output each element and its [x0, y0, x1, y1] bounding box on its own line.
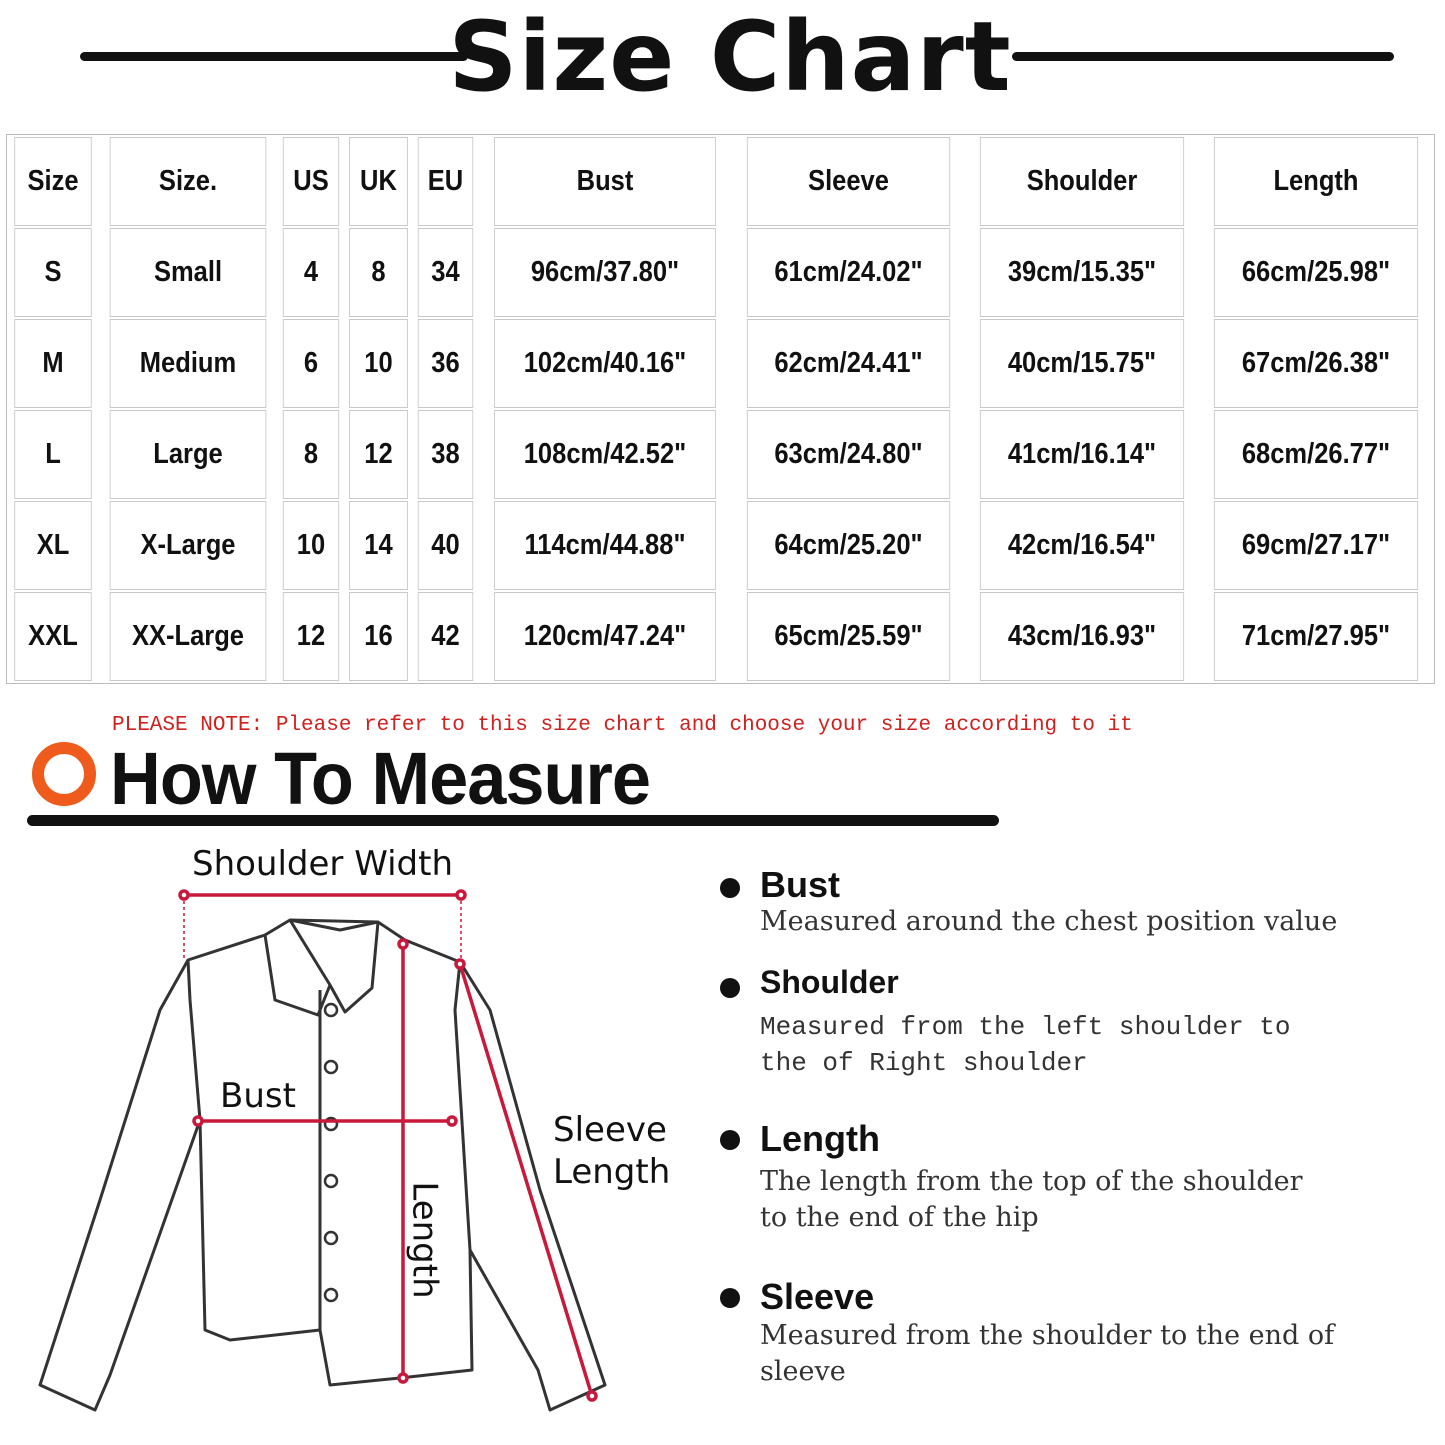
shoulder-width-label: Shoulder Width: [192, 844, 453, 884]
table-cell: 42: [417, 592, 474, 681]
section-rule: [27, 815, 999, 826]
table-cell: XL: [14, 501, 92, 590]
table-cell: 4: [282, 228, 340, 317]
table-cell: 10: [282, 501, 340, 590]
shirt-diagram: [38, 889, 607, 1412]
column-header: Size: [14, 137, 92, 226]
bullet-icon: [720, 1288, 740, 1308]
ring-bullet-icon: [32, 742, 96, 806]
table-cell: 120cm/47.24": [494, 592, 716, 681]
table-cell: 6: [282, 319, 340, 408]
column-header: Sleeve: [746, 137, 951, 226]
bullet-icon: [720, 878, 740, 898]
table-cell: L: [14, 410, 92, 499]
table-cell: 66cm/25.98": [1213, 228, 1419, 317]
table-cell: 62cm/24.41": [746, 319, 951, 408]
table-cell: 8: [349, 228, 408, 317]
table-cell: 114cm/44.88": [494, 501, 716, 590]
table-header-row: Size Size. US UK EU Bust Sleeve Shoulder Length: [9, 137, 1432, 226]
table-row: M Medium 6 10 36 102cm/40.16" 62cm/24.41" 40cm/…: [9, 319, 1432, 408]
sleeve-length-label: Length: [553, 1152, 671, 1192]
table-cell: 63cm/24.80": [746, 410, 951, 499]
please-note: PLEASE NOTE: Please refer to this size c…: [112, 714, 1133, 737]
measure-desc: The length from the top of the shoulder …: [760, 1166, 1303, 1233]
table-cell: 36: [417, 319, 474, 408]
column-header: Bust: [494, 137, 716, 226]
table-row: S Small 4 8 34 96cm/37.80" 61cm/24.02" 39cm/15.…: [9, 228, 1432, 317]
measure-title: Length: [760, 1118, 880, 1159]
table-cell: 12: [349, 410, 408, 499]
table-cell: 42cm/16.54": [979, 501, 1185, 590]
column-header: Shoulder: [979, 137, 1185, 226]
measure-title: Shoulder: [760, 964, 899, 1000]
table-cell: 43cm/16.93": [979, 592, 1185, 681]
table-cell: X-Large: [109, 501, 267, 590]
measure-desc: Measured from the shoulder to the end of…: [760, 1320, 1335, 1387]
collar: [263, 918, 380, 1017]
measure-title: Bust: [760, 864, 840, 905]
table-cell: XX-Large: [109, 592, 267, 681]
table-cell: Medium: [109, 319, 267, 408]
table-cell: 40: [417, 501, 474, 590]
page-title: Size Chart: [448, 1, 1012, 113]
measure-title: Sleeve: [760, 1276, 875, 1317]
table-cell: 41cm/16.14": [979, 410, 1185, 499]
table-cell: 12: [282, 592, 340, 681]
table-cell: XXL: [14, 592, 92, 681]
title-rule-left: [80, 52, 468, 61]
table-cell: 71cm/27.95": [1213, 592, 1419, 681]
left-sleeve: [38, 959, 202, 1412]
table-cell: 67cm/26.38": [1213, 319, 1419, 408]
table-cell: 38: [417, 410, 474, 499]
bust-label: Bust: [220, 1076, 296, 1116]
table-cell: 68cm/26.77": [1213, 410, 1419, 499]
table-cell: 14: [349, 501, 408, 590]
header: Size Chart: [0, 0, 1445, 120]
measure-desc: Measured from the left shoulder to the o…: [760, 1012, 1291, 1078]
length-label: Length: [404, 1181, 445, 1299]
table-cell: 65cm/25.59": [746, 592, 951, 681]
table-cell: 102cm/40.16": [494, 319, 716, 408]
table-cell: 34: [417, 228, 474, 317]
table-cell: 69cm/27.17": [1213, 501, 1419, 590]
table-cell: 39cm/15.35": [979, 228, 1185, 317]
column-header: EU: [417, 137, 474, 226]
table-cell: 10: [349, 319, 408, 408]
table-cell: 40cm/15.75": [979, 319, 1185, 408]
table-cell: 108cm/42.52": [494, 410, 716, 499]
table-cell: Large: [109, 410, 267, 499]
bullet-icon: [720, 1130, 740, 1150]
shirt-body-outline: [186, 918, 474, 1387]
measure-desc: Measured around the chest position value: [760, 906, 1338, 937]
table-cell: 64cm/25.20": [746, 501, 951, 590]
sleeve-label: Sleeve: [553, 1110, 667, 1150]
size-table: Size Size. US UK EU Bust Sleeve Shoulder Length …: [6, 134, 1435, 684]
bullet-icon: [720, 978, 740, 998]
table-cell: 96cm/37.80": [494, 228, 716, 317]
table-cell: 61cm/24.02": [746, 228, 951, 317]
sleeve-measure-line: [458, 963, 594, 1397]
table-row: XL X-Large 10 14 40 114cm/44.88" 64cm/25.20" 42…: [9, 501, 1432, 590]
table-cell: 8: [282, 410, 340, 499]
table-cell: S: [14, 228, 92, 317]
table-cell: Small: [109, 228, 267, 317]
table-cell: M: [14, 319, 92, 408]
table-row: XXL XX-Large 12 16 42 120cm/47.24" 65cm/25.59"…: [9, 592, 1432, 681]
column-header: Size.: [109, 137, 267, 226]
right-sleeve: [458, 961, 607, 1412]
section-title: How To Measure: [110, 737, 651, 820]
column-header: Length: [1213, 137, 1419, 226]
table-row: L Large 8 12 38 108cm/42.52" 63cm/24.80" 41cm/1…: [9, 410, 1432, 499]
table-cell: 16: [349, 592, 408, 681]
column-header: US: [282, 137, 340, 226]
title-rule-right: [1012, 52, 1394, 61]
column-header: UK: [349, 137, 408, 226]
